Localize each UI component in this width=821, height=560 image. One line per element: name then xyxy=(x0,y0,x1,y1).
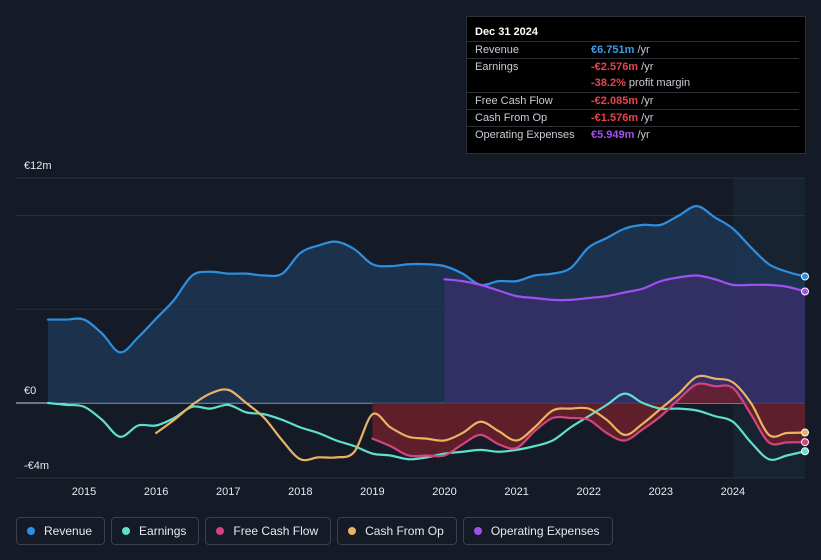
cash-from-op-line xyxy=(155,374,807,462)
legend-dot-icon xyxy=(122,527,131,535)
tooltip-label: Revenue xyxy=(475,44,520,56)
legend-dot-icon xyxy=(216,527,225,535)
y-label-bottom: -€4m xyxy=(24,460,50,472)
legend-label: Free Cash Flow xyxy=(233,524,319,538)
legend-item-earnings[interactable]: Earnings xyxy=(111,517,200,545)
legend-label: Revenue xyxy=(44,524,93,538)
operating-expenses-area xyxy=(444,275,805,403)
tooltip-unit: /yr xyxy=(641,61,654,73)
tooltip-row-cfo: Cash From Op -€1.576m /yr xyxy=(467,109,799,127)
tooltip-unit: /yr xyxy=(637,44,650,56)
tooltip-value-number: -38.2% xyxy=(591,77,626,89)
tooltip-unit: /yr xyxy=(641,112,654,124)
tooltip-value-number: -€1.576m xyxy=(591,112,639,124)
tooltip-date: Dec 31 2024 xyxy=(475,26,538,38)
free-cash-flow-area xyxy=(372,383,805,457)
tooltip-row-margin: -38.2% profit margin xyxy=(467,75,799,92)
cash-from-op-endpoint xyxy=(801,428,809,437)
x-tick-label: 2024 xyxy=(721,486,745,498)
legend-item-free-cash-flow[interactable]: Free Cash Flow xyxy=(205,517,332,545)
earnings-endpoint xyxy=(801,447,809,456)
free-cash-flow-endpoint xyxy=(801,438,809,447)
tooltip-value: -38.2% profit margin xyxy=(591,77,690,89)
series-areas xyxy=(48,206,805,457)
data-tooltip: Dec 31 2024 Revenue €6.751m /yr Earnings… xyxy=(466,16,806,154)
tooltip-row-opex: Operating Expenses €5.949m /yr xyxy=(467,126,799,144)
tooltip-label: Operating Expenses xyxy=(475,129,575,141)
y-label-zero: €0 xyxy=(24,385,37,397)
tooltip-value-number: €6.751m xyxy=(591,44,635,56)
tooltip-unit: profit margin xyxy=(628,77,691,89)
tooltip-value: -€2.576m /yr xyxy=(591,61,653,73)
tooltip-value: -€2.085m /yr xyxy=(591,95,653,107)
x-tick-label: 2016 xyxy=(144,486,168,498)
tooltip-row-fcf: Free Cash Flow -€2.085m /yr xyxy=(467,92,799,110)
legend-item-revenue[interactable]: Revenue xyxy=(16,517,106,545)
revenue-line xyxy=(46,205,807,354)
legend-dot-icon xyxy=(348,527,357,535)
tooltip-value: €6.751m /yr xyxy=(591,44,650,56)
x-tick-label: 2022 xyxy=(576,486,600,498)
x-axis-ticks: 2015 2016 2017 2018 2019 2020 2021 2022 2023 2024 xyxy=(72,486,745,498)
legend-dot-icon xyxy=(27,527,35,535)
x-tick-label: 2021 xyxy=(504,486,528,498)
x-tick-label: 2020 xyxy=(432,486,456,498)
y-label-top: €12m xyxy=(24,160,52,172)
tooltip-label: Earnings xyxy=(475,61,519,73)
x-tick-label: 2018 xyxy=(288,486,312,498)
tooltip-value-number: -€2.085m xyxy=(591,95,639,107)
operating-expenses-endpoint xyxy=(801,287,809,296)
x-tick-label: 2023 xyxy=(649,486,673,498)
operating-expenses-line xyxy=(443,274,807,302)
legend-item-cash-from-op[interactable]: Cash From Op xyxy=(337,517,457,545)
tooltip-label: Cash From Op xyxy=(475,112,548,124)
tooltip-label: Free Cash Flow xyxy=(475,95,553,107)
tooltip-row-revenue: Revenue €6.751m /yr xyxy=(467,41,799,59)
legend-dot-icon xyxy=(473,527,482,535)
tooltip-value-number: €5.949m xyxy=(591,129,635,141)
x-tick-label: 2015 xyxy=(72,486,96,498)
series-lines xyxy=(46,205,807,462)
tooltip-value-number: -€2.576m xyxy=(591,61,639,73)
tooltip-value: €5.949m /yr xyxy=(591,129,650,141)
legend-item-operating-expenses[interactable]: Operating Expenses xyxy=(462,517,613,545)
tooltip-row-earnings: Earnings -€2.576m /yr xyxy=(467,58,799,76)
revenue-endpoint xyxy=(801,272,809,281)
tooltip-unit: /yr xyxy=(637,129,650,141)
chart-legend: Revenue Earnings Free Cash Flow Cash Fro… xyxy=(16,517,613,547)
legend-label: Earnings xyxy=(139,524,187,538)
series-endpoints xyxy=(801,272,809,456)
tooltip-value: -€1.576m /yr xyxy=(591,112,653,124)
tooltip-unit: /yr xyxy=(641,95,654,107)
earnings-line xyxy=(46,392,807,461)
x-tick-label: 2019 xyxy=(360,486,384,498)
legend-label: Cash From Op xyxy=(365,524,444,538)
legend-label: Operating Expenses xyxy=(490,524,600,538)
free-cash-flow-line xyxy=(371,382,807,458)
x-tick-label: 2017 xyxy=(216,486,240,498)
